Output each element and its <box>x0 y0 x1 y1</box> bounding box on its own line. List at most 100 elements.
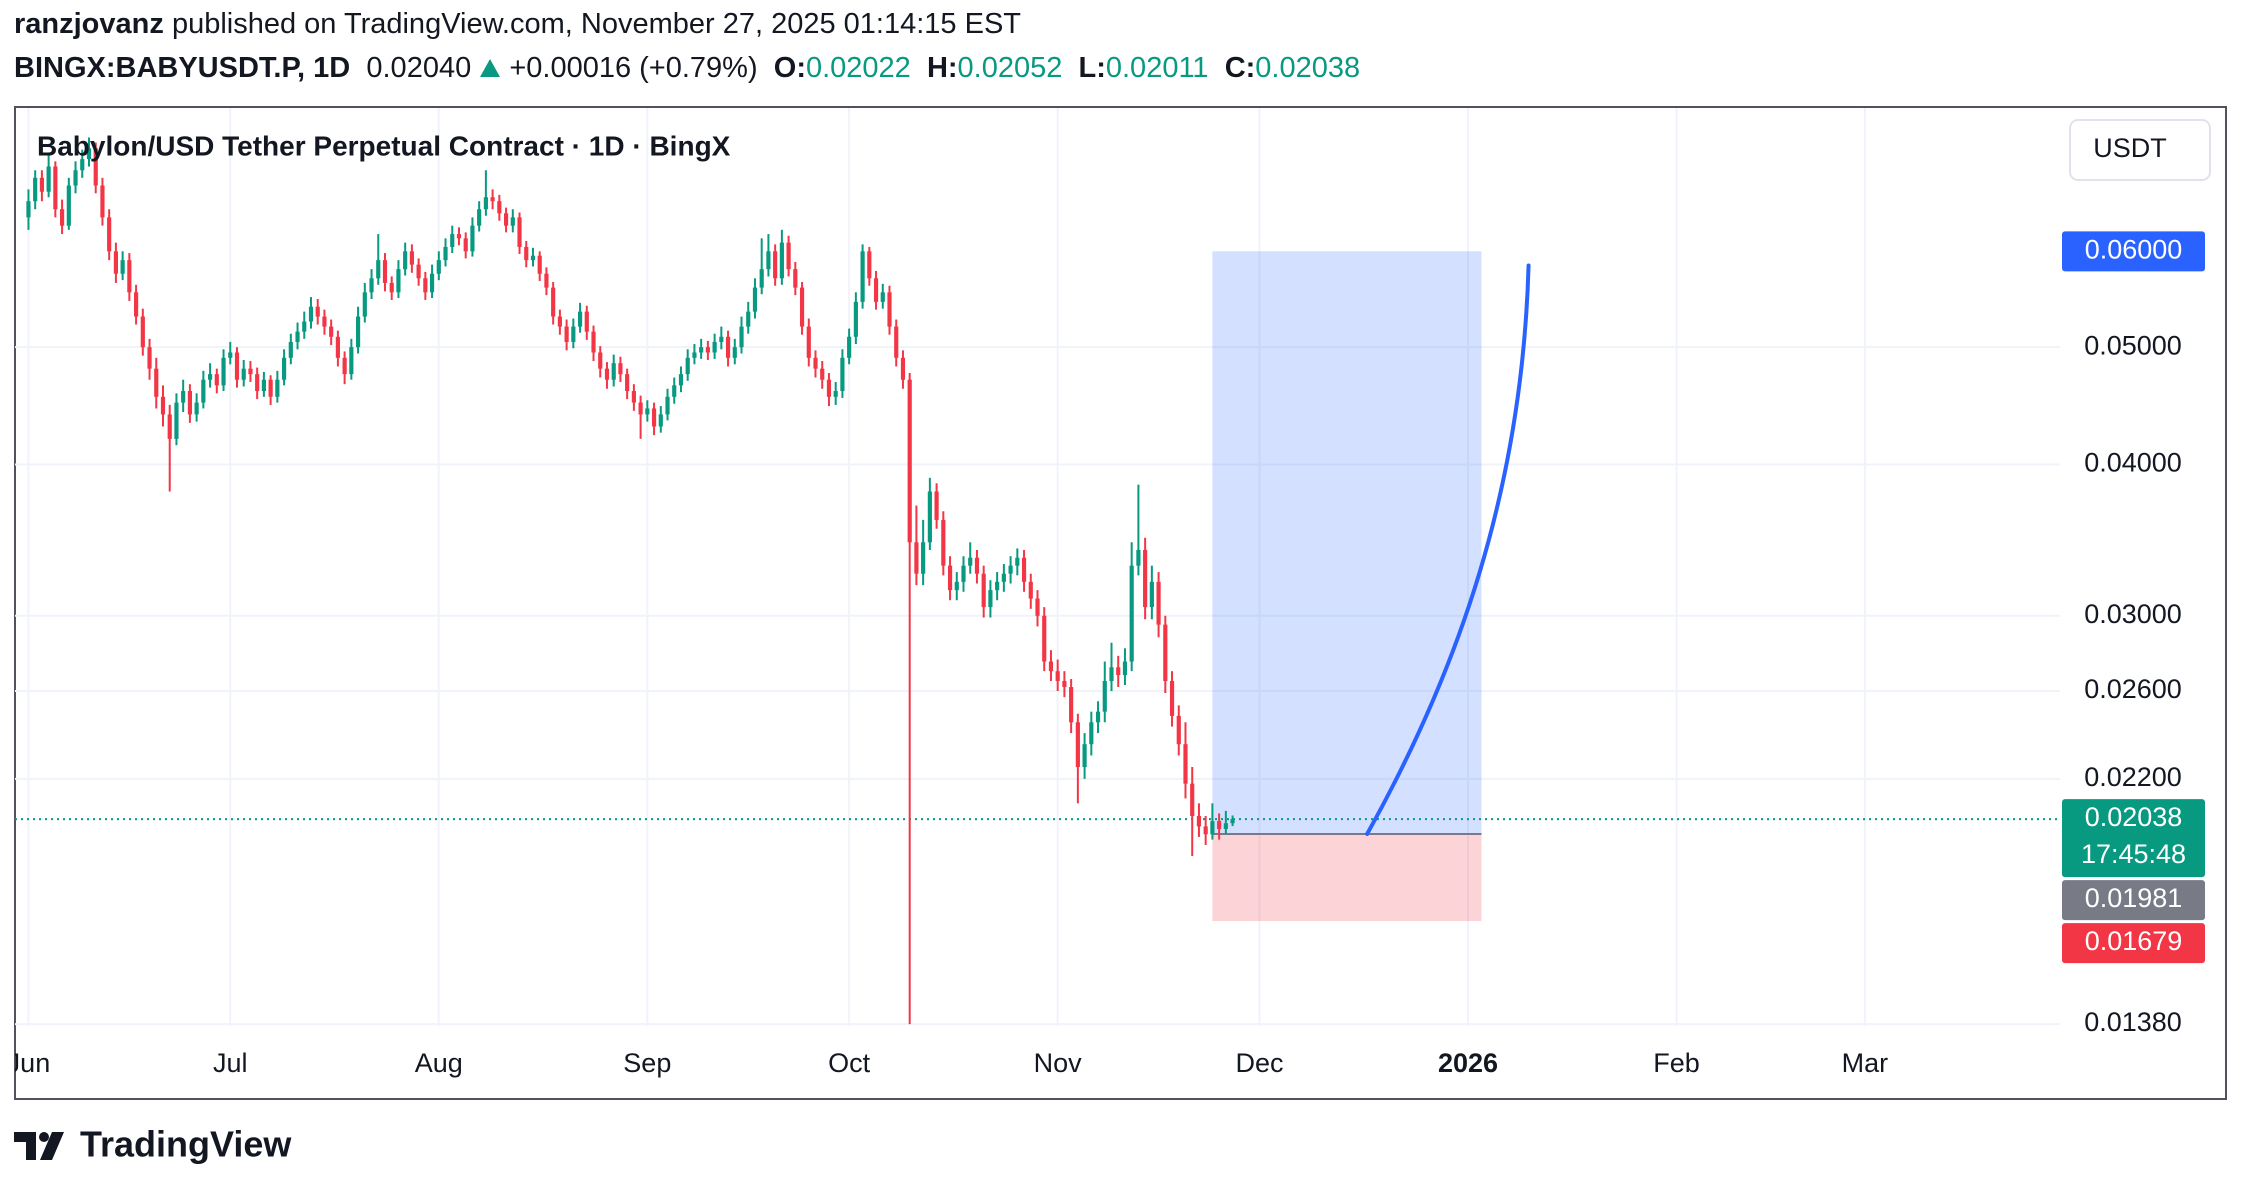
candle-body <box>1169 681 1175 716</box>
candle-body <box>631 391 636 403</box>
candle-body <box>921 542 926 574</box>
last-price-marker <box>2062 799 2205 878</box>
candle-body <box>503 213 509 226</box>
candle-body <box>1230 819 1235 824</box>
high-label: H: <box>926 52 958 84</box>
candle-body <box>490 197 495 202</box>
candle-body <box>665 396 670 415</box>
brand-logo <box>14 1132 64 1160</box>
currency-box[interactable] <box>2069 119 2211 181</box>
published-text: published on TradingView.com, November 2… <box>171 8 1021 40</box>
time-axis: Jun Jul Aug Sep Oct Nov Dec 2026 Feb Mar <box>15 1048 1888 1078</box>
y-tick-label: 0.01380 <box>2084 1007 2182 1037</box>
candle-body <box>826 379 832 397</box>
candle-body <box>409 251 414 265</box>
low-value: 0.02011 <box>1105 52 1209 84</box>
open-value: 0.02022 <box>805 52 911 84</box>
candle-body <box>127 260 132 293</box>
candle-body <box>268 379 273 397</box>
candle-body <box>349 347 354 375</box>
candle-body <box>584 311 589 332</box>
brand-name: TradingView <box>80 1124 292 1165</box>
candle-body <box>288 341 293 358</box>
candle-body <box>900 357 906 380</box>
y-tick-label: 0.04000 <box>2084 448 2182 478</box>
candle-body <box>1089 722 1094 745</box>
candle-body <box>658 414 663 427</box>
candle-body <box>725 336 731 358</box>
candle-body <box>981 573 986 608</box>
candle-body <box>362 292 367 317</box>
x-tick-label: Aug <box>415 1048 463 1078</box>
candle-body <box>1190 783 1195 816</box>
candle-body <box>93 148 98 186</box>
candle-body <box>591 331 596 353</box>
currency-label[interactable]: USDT <box>2093 133 2167 163</box>
candle-body <box>611 363 616 380</box>
up-arrow-icon <box>480 59 501 77</box>
candle-body <box>766 251 771 270</box>
candle-body <box>80 159 85 171</box>
candle-body <box>779 242 784 279</box>
candle-body <box>786 242 791 270</box>
y-tick-label: 0.02200 <box>2084 762 2182 792</box>
candle-body <box>1069 686 1074 723</box>
candle-body <box>416 264 421 279</box>
candle-body <box>39 177 44 192</box>
candle-body <box>120 260 125 274</box>
close-label: C: <box>1224 52 1256 84</box>
grid <box>15 108 2060 1026</box>
candle-body <box>712 341 717 353</box>
candle-body <box>450 234 455 247</box>
candle-body <box>187 391 192 415</box>
candle-body <box>1015 557 1020 566</box>
candle-body <box>201 379 206 403</box>
candle-body <box>396 269 401 293</box>
candle-body <box>1136 549 1141 566</box>
candle-body <box>705 347 710 353</box>
candle-body <box>140 316 145 348</box>
candle-body <box>638 402 643 415</box>
countdown-label: 17:45:48 <box>2081 839 2186 869</box>
candle-body <box>551 287 556 317</box>
candle-body <box>174 402 179 439</box>
candle-body <box>530 255 536 261</box>
candle-body <box>1122 661 1128 676</box>
x-tick-label: Sep <box>623 1048 671 1078</box>
last-price-label: 0.02038 <box>2085 802 2183 832</box>
candle-body <box>577 311 583 327</box>
candle-body <box>234 352 240 380</box>
candle-body <box>423 278 428 293</box>
candle-body <box>463 238 468 252</box>
candle-body <box>941 519 946 566</box>
candle-body <box>907 379 912 543</box>
candle-body <box>880 292 885 302</box>
stop-marker <box>2062 923 2205 964</box>
price-axis: 0.05000 0.04000 0.03000 0.02600 0.02200 0.013… <box>2062 231 2205 1037</box>
candle-body <box>651 408 657 427</box>
candle-body <box>248 368 253 375</box>
chart-frame <box>14 106 2227 1100</box>
candle-body <box>1210 821 1215 835</box>
candle-body <box>739 326 744 348</box>
candle-body <box>672 385 677 397</box>
candle-body <box>1163 624 1168 682</box>
candle-body <box>160 396 166 415</box>
candle-body <box>1028 581 1033 599</box>
candle-body <box>1129 565 1134 662</box>
candle-body <box>342 357 347 375</box>
candle-body <box>806 326 811 358</box>
candle-body <box>1062 681 1067 687</box>
candle-body <box>46 166 51 192</box>
candle-body <box>403 251 408 270</box>
symbol-line: BINGX:BABYUSDT.P, 1D 0.02040 +0.00016 (+… <box>14 52 1360 85</box>
candle-body <box>773 251 778 279</box>
publish-line: ranzjovanz published on TradingView.com,… <box>14 8 1021 41</box>
candle-body <box>1102 681 1107 712</box>
candle-body <box>214 374 219 386</box>
candle-body <box>1149 581 1154 608</box>
candle-body <box>1095 711 1101 723</box>
candle-body <box>732 347 737 358</box>
candle-body <box>894 326 899 358</box>
